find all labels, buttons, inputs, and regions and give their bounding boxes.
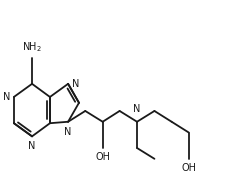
Text: N: N: [3, 92, 10, 102]
Text: NH$_2$: NH$_2$: [22, 40, 42, 54]
Text: OH: OH: [95, 152, 110, 162]
Text: N: N: [64, 127, 72, 137]
Text: N: N: [133, 104, 141, 114]
Text: OH: OH: [181, 163, 196, 173]
Text: N: N: [28, 141, 36, 151]
Text: N: N: [72, 79, 79, 89]
